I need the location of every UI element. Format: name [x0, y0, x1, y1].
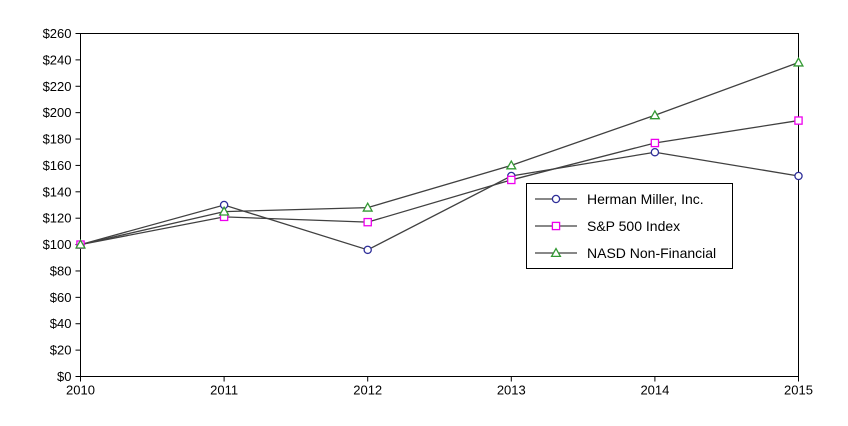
- series-line-1: [80, 119, 799, 246]
- legend-label-herman-miller: Herman Miller, Inc.: [587, 191, 704, 207]
- data-point-0-2012: [363, 245, 372, 255]
- legend-item-herman-miller: Herman Miller, Inc.: [533, 187, 732, 211]
- y-axis-tick-label: $120: [43, 211, 72, 226]
- y-axis-tick-label: $0: [57, 369, 71, 384]
- y-axis-tick-label: $140: [43, 184, 72, 199]
- y-axis-tick-label: $160: [43, 158, 72, 173]
- data-point-2-2012: [362, 201, 374, 212]
- y-axis-tick-label: $180: [43, 132, 72, 147]
- data-point-0-2015: [794, 171, 803, 181]
- data-point-2-2013: [505, 159, 517, 170]
- x-axis-tick-label: 2015: [784, 383, 813, 398]
- y-axis-tick-label: $200: [43, 105, 72, 120]
- data-point-0-2014: [650, 147, 660, 157]
- x-axis-tick-label: 2010: [66, 383, 95, 398]
- y-axis-tick-label: $100: [43, 237, 72, 252]
- data-point-2-2014: [649, 109, 661, 120]
- plot-border: [80, 33, 799, 377]
- data-point-2-2010: [74, 238, 87, 249]
- legend-marker-nasd-triangle-icon: [535, 247, 577, 258]
- x-axis-tick-label: 2013: [497, 383, 526, 398]
- y-axis-tick-label: $20: [50, 343, 72, 358]
- y-axis-tick-label: $40: [50, 316, 72, 331]
- x-axis-tick-label: 2011: [210, 383, 238, 398]
- data-point-1-2013: [507, 175, 516, 185]
- legend-item-sp500: S&P 500 Index: [533, 214, 732, 238]
- data-point-1-2014: [650, 138, 660, 148]
- legend-marker-sp500-square-icon: [535, 221, 577, 231]
- chart-legend: Herman Miller, Inc. S&P 500 Index NASD N…: [526, 183, 733, 269]
- y-axis-tick-label: $220: [43, 79, 72, 94]
- series-line-2: [80, 61, 799, 246]
- legend-label-sp500: S&P 500 Index: [587, 218, 681, 234]
- data-point-2-2011: [218, 205, 230, 216]
- legend-label-nasd-nonfinancial: NASD Non-Financial: [587, 245, 717, 261]
- x-axis-tick-label: 2012: [353, 383, 382, 398]
- y-axis-tick-label: $80: [50, 263, 72, 278]
- data-point-1-2012: [363, 217, 372, 227]
- y-axis-tick-label: $60: [50, 290, 72, 305]
- legend-sample-marker: [550, 247, 562, 258]
- legend-sample-marker: [551, 194, 561, 204]
- y-axis-tick-label: $260: [43, 26, 72, 41]
- x-axis-tick-label: 2014: [640, 383, 669, 398]
- data-point-1-2015: [794, 116, 803, 125]
- y-axis-tick-label: $240: [43, 52, 72, 67]
- legend-item-nasd-nonfinancial: NASD Non-Financial: [533, 241, 732, 265]
- data-point-2-2015: [792, 56, 805, 67]
- series-line-0: [80, 151, 799, 251]
- legend-sample-marker: [551, 221, 561, 231]
- legend-marker-herman-miller-circle-icon: [535, 194, 577, 204]
